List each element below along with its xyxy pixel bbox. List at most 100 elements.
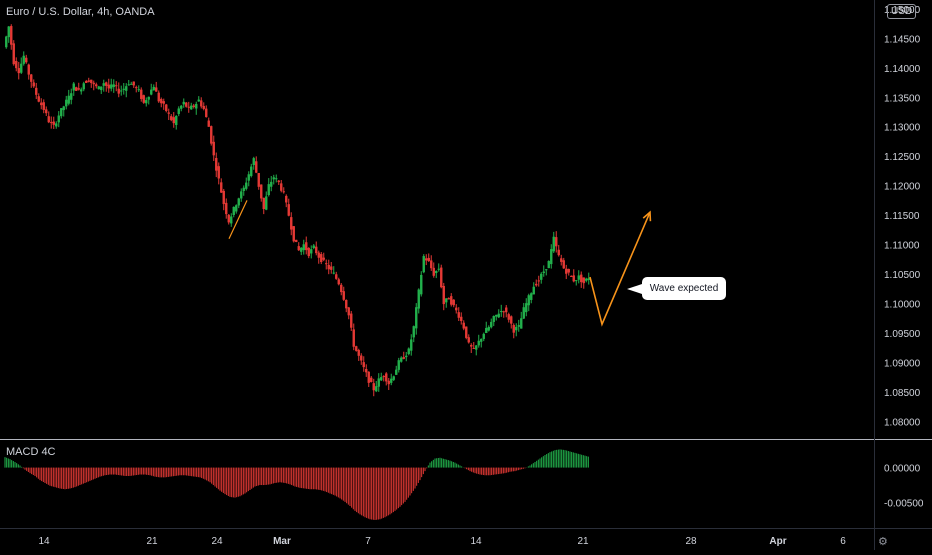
candle: [32, 79, 35, 88]
candle: [527, 293, 530, 312]
candle: [90, 79, 93, 88]
candle: [552, 231, 555, 254]
candle: [330, 261, 333, 274]
impulse-line[interactable]: [228, 200, 248, 240]
candle: [282, 187, 285, 194]
candle: [47, 111, 50, 124]
candle: [585, 277, 588, 283]
candle: [167, 108, 170, 121]
time-tick-label: 14: [470, 536, 482, 547]
price-tick-label: 1.11500: [884, 211, 920, 222]
candle: [125, 83, 128, 98]
candle: [110, 78, 113, 92]
candle: [367, 371, 370, 387]
candle: [287, 198, 290, 217]
price-tick-label: 1.08500: [884, 388, 921, 399]
price-tick-label: 1.11000: [884, 241, 920, 252]
candle: [517, 319, 520, 332]
candle: [415, 303, 418, 335]
candle: [567, 268, 570, 276]
macd-axis[interactable]: 0.00000 -0.00500: [884, 464, 924, 510]
candle: [377, 373, 380, 392]
candle: [325, 259, 328, 270]
candle: [292, 226, 295, 243]
candle: [267, 178, 270, 197]
candle: [195, 101, 198, 115]
price-tick-label: 1.13500: [884, 93, 921, 104]
gear-icon[interactable]: ⚙: [878, 536, 888, 548]
candle: [147, 96, 150, 105]
candle: [285, 194, 288, 208]
candle: [212, 135, 215, 161]
candle: [160, 97, 163, 108]
candle: [515, 323, 518, 337]
candle: [497, 309, 500, 319]
drawings-layer[interactable]: [228, 200, 652, 327]
candle: [142, 94, 145, 104]
price-tick-label: 1.08000: [884, 417, 921, 428]
chart-title: Euro / U.S. Dollar, 4h, OANDA: [6, 6, 155, 18]
candle: [440, 264, 443, 289]
candle: [197, 96, 200, 102]
currency-badge[interactable]: USD: [887, 4, 917, 19]
candle: [487, 325, 490, 332]
candle: [122, 83, 125, 95]
candle: [280, 180, 283, 193]
candle: [537, 275, 540, 287]
candle: [385, 372, 388, 386]
candle: [162, 98, 165, 110]
macd-tick-label: -0.00500: [884, 499, 924, 510]
wave-arrow-head[interactable]: [642, 210, 652, 222]
candle: [182, 98, 185, 108]
candle: [112, 79, 115, 93]
time-axis[interactable]: 14 21 24 Mar 7 14 21 28 Apr 6: [38, 536, 846, 547]
candle: [102, 79, 105, 92]
candle: [357, 348, 360, 361]
price-tick-label: 1.14000: [884, 64, 921, 75]
candle: [355, 345, 358, 352]
candle: [135, 85, 138, 93]
candle: [145, 97, 148, 107]
price-axis[interactable]: 1.15000 1.14500 1.14000 1.13500 1.13000 1.125…: [884, 5, 921, 429]
wave-expected-callout[interactable]: Wave expected: [642, 277, 726, 300]
price-tick-label: 1.13000: [884, 123, 921, 134]
candle: [555, 231, 558, 253]
candle: [457, 307, 460, 321]
candle: [392, 375, 395, 382]
candle: [172, 112, 175, 128]
candle: [577, 270, 580, 284]
candle: [472, 341, 475, 349]
candle: [262, 197, 265, 215]
candle: [412, 325, 415, 343]
candle: [370, 375, 373, 383]
time-tick-label: Apr: [769, 536, 786, 547]
candle: [192, 103, 195, 109]
candle: [462, 320, 465, 331]
candle: [180, 104, 183, 112]
candle: [222, 188, 225, 211]
candle: [405, 351, 408, 362]
macd-indicator-label[interactable]: MACD 4C: [6, 446, 56, 458]
candle: [230, 213, 233, 227]
candle: [470, 343, 473, 354]
candle: [175, 115, 178, 130]
candle: [422, 254, 425, 274]
candle: [17, 61, 20, 80]
candle: [97, 85, 100, 90]
candle: [25, 54, 28, 64]
candle: [250, 163, 253, 178]
candle: [562, 257, 565, 269]
candle: [85, 79, 88, 83]
candle: [322, 252, 325, 262]
wave-projection-line[interactable]: [589, 211, 651, 327]
candle: [482, 332, 485, 342]
candle: [400, 356, 403, 363]
candle: [465, 326, 468, 340]
candle: [425, 254, 428, 266]
candle: [275, 174, 278, 183]
candle: [50, 116, 53, 129]
candle: [450, 293, 453, 307]
